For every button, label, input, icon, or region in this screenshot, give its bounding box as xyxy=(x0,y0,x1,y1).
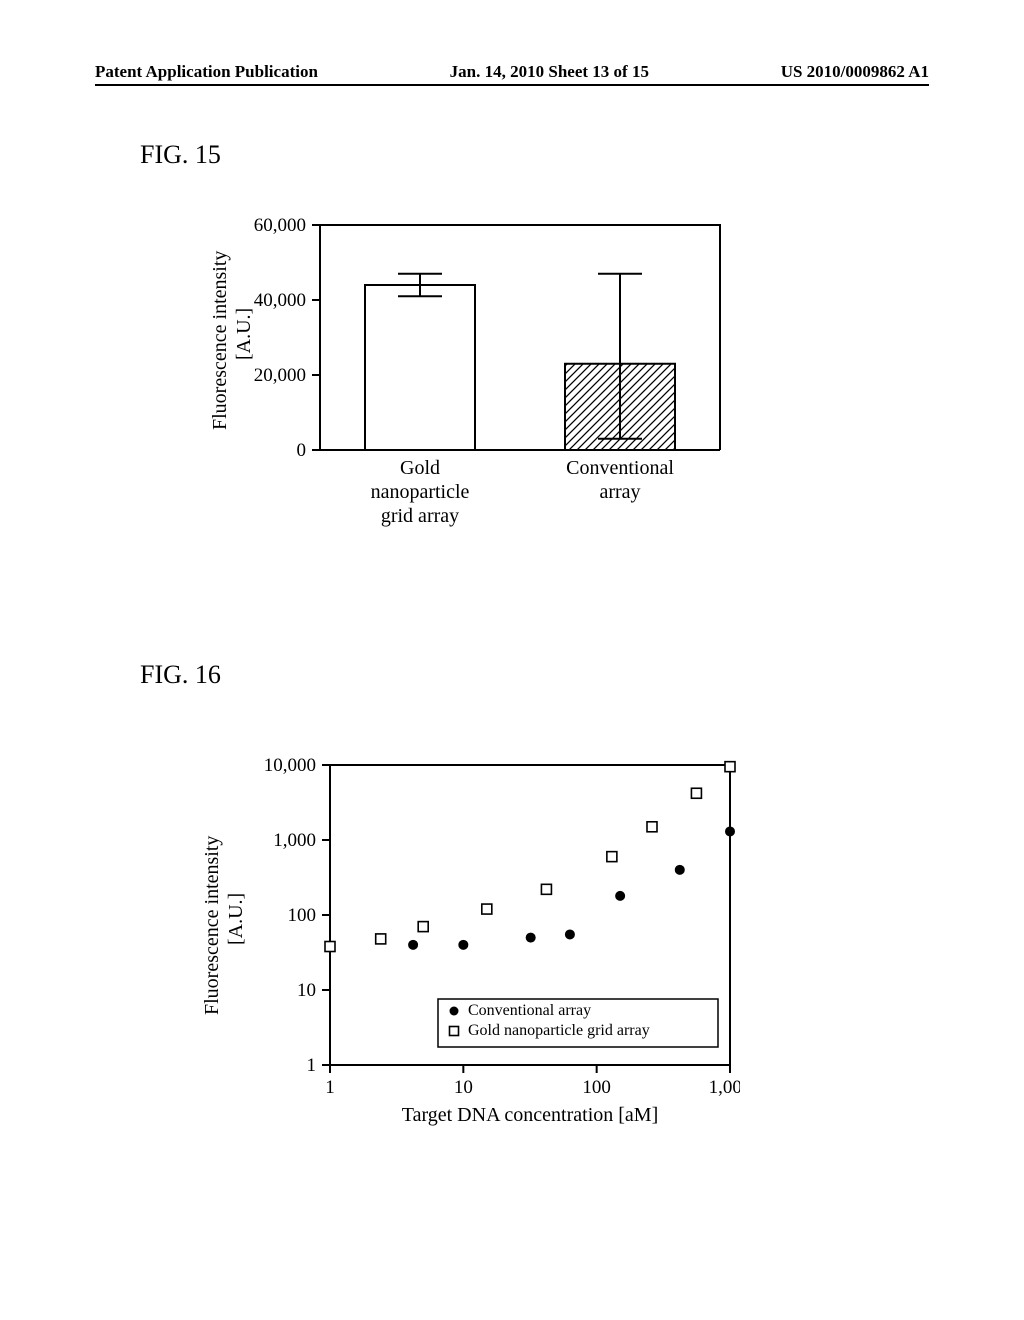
header-left: Patent Application Publication xyxy=(95,62,318,82)
fig16-ytick-label: 100 xyxy=(288,905,317,926)
fig16-xtick-label: 10 xyxy=(454,1077,473,1098)
fig16-point xyxy=(615,891,625,901)
svg-text:Conventional array: Conventional array xyxy=(468,1002,591,1019)
fig16-xtick-label: 100 xyxy=(582,1077,611,1098)
fig16-ylabel-1: Fluorescence intensity xyxy=(201,836,223,1015)
figure-15-chart: Fluorescence intensity [A.U.] 020,00040,… xyxy=(220,215,780,525)
page-header: Patent Application Publication Jan. 14, … xyxy=(0,62,1024,82)
fig16-ytick-label: 10 xyxy=(297,980,316,1001)
fig16-point xyxy=(675,865,685,875)
fig16-point xyxy=(526,933,536,943)
fig16-point xyxy=(725,826,735,836)
fig16-ylabel-2: [A.U.] xyxy=(225,893,247,945)
fig15-xtick-label: grid array xyxy=(381,505,459,527)
fig16-xtick-label: 1 xyxy=(325,1077,335,1098)
fig16-point xyxy=(458,940,468,950)
fig16-xtick-label: 1,000 xyxy=(709,1077,740,1098)
fig15-bar xyxy=(365,285,475,450)
fig15-xtick-label: Gold xyxy=(400,457,440,479)
fig16-ytick-label: 1,000 xyxy=(273,830,316,851)
fig16-legend-entry: Conventional array xyxy=(450,1002,592,1019)
fig15-xtick-label: nanoparticle xyxy=(371,481,470,503)
fig16-point xyxy=(725,762,735,772)
fig16-point xyxy=(607,852,617,862)
header-right: US 2010/0009862 A1 xyxy=(781,62,929,82)
header-rule xyxy=(95,84,929,86)
figure-16-chart: Fluorescence intensity [A.U.] 1101001,00… xyxy=(220,755,780,1135)
fig16-point xyxy=(691,788,701,798)
fig15-xtick-label: Conventional xyxy=(566,457,674,479)
fig16-ytick-label: 10,000 xyxy=(264,755,316,776)
fig16-point xyxy=(325,942,335,952)
fig15-ylabel-2: [A.U.] xyxy=(233,308,255,360)
fig16-ytick-label: 1 xyxy=(307,1055,317,1076)
fig15-ylabel-1: Fluorescence intensity xyxy=(209,251,231,430)
header-center: Jan. 14, 2010 Sheet 13 of 15 xyxy=(450,62,649,82)
fig16-svg: 1 10 100 1,000 10,000 1 10 100 1,000 Target DNA c… xyxy=(220,755,740,1135)
fig16-point xyxy=(541,884,551,894)
fig16-point xyxy=(482,904,492,914)
fig15-ytick-label: 0 xyxy=(297,440,307,461)
fig15-svg: 0 20,000 40,000 60,000 Goldnanoparticlegrid … xyxy=(220,215,730,540)
fig16-point xyxy=(565,929,575,939)
fig16-xlabel: Target DNA concentration [aM] xyxy=(402,1104,658,1126)
figure-16-label: FIG. 16 xyxy=(140,660,221,690)
fig15-ytick-label: 60,000 xyxy=(254,215,306,236)
fig16-point xyxy=(647,822,657,832)
fig15-ytick-label: 20,000 xyxy=(254,365,306,386)
fig16-legend-entry: Gold nanoparticle grid array xyxy=(450,1022,650,1039)
fig16-point xyxy=(376,934,386,944)
svg-text:Gold nanoparticle grid array: Gold nanoparticle grid array xyxy=(468,1022,650,1039)
figure-15-label: FIG. 15 xyxy=(140,140,221,170)
fig16-point xyxy=(408,940,418,950)
fig16-point xyxy=(418,922,428,932)
fig15-ytick-label: 40,000 xyxy=(254,290,306,311)
fig15-xtick-label: array xyxy=(599,481,640,503)
